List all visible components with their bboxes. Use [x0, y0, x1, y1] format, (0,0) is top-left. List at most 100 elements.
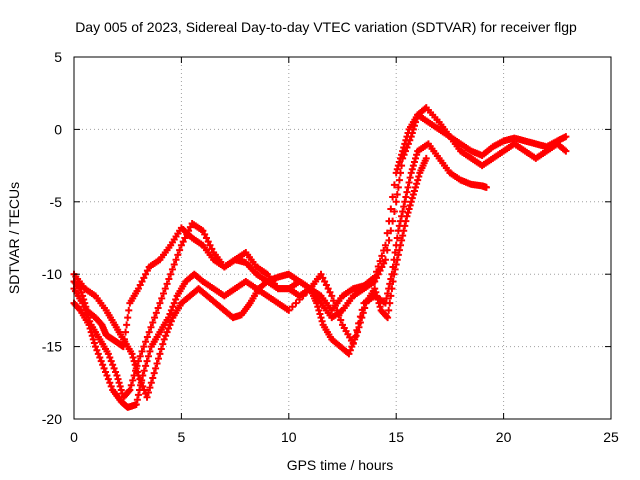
- data-point: [400, 203, 408, 211]
- x-tick-label: 5: [178, 429, 186, 445]
- data-point: [202, 234, 210, 242]
- data-point: [399, 232, 407, 240]
- data-point: [112, 368, 120, 376]
- data-point: [326, 288, 334, 296]
- data-point: [388, 285, 396, 293]
- data-point: [422, 154, 430, 162]
- data-point: [372, 288, 380, 296]
- data-point: [395, 246, 403, 254]
- y-tick-label: -15: [42, 339, 62, 355]
- data-point: [154, 304, 162, 312]
- data-point: [409, 125, 417, 133]
- data-point: [176, 246, 184, 254]
- data-point: [79, 299, 87, 307]
- data-point: [183, 230, 191, 238]
- data-point: [136, 375, 144, 383]
- data-point: [142, 338, 150, 346]
- data-point: [138, 347, 146, 355]
- data-point: [138, 277, 146, 285]
- data-point: [412, 183, 420, 191]
- data-point: [142, 270, 150, 278]
- data-point: [172, 296, 180, 304]
- data-point: [288, 303, 296, 311]
- data-point: [116, 382, 124, 390]
- data-point: [407, 133, 415, 141]
- data-point: [303, 288, 311, 296]
- data-point: [346, 346, 354, 354]
- data-point: [142, 362, 150, 370]
- data-point: [374, 296, 382, 304]
- series-trace-4: [70, 154, 430, 401]
- data-point: [85, 321, 93, 329]
- data-point: [371, 285, 379, 293]
- data-point: [87, 328, 95, 336]
- data-point: [103, 372, 111, 380]
- data-point: [337, 316, 345, 324]
- data-point: [383, 294, 391, 302]
- data-point: [415, 172, 423, 180]
- data-point: [160, 335, 168, 343]
- data-point: [482, 183, 490, 191]
- data-point: [376, 303, 384, 311]
- data-point: [392, 261, 400, 269]
- data-point: [126, 386, 134, 394]
- data-point: [75, 305, 83, 313]
- data-point: [401, 198, 409, 206]
- data-point: [348, 343, 356, 351]
- data-point: [149, 374, 157, 382]
- data-point: [409, 162, 417, 170]
- data-point: [139, 382, 147, 390]
- data-point: [406, 201, 414, 209]
- data-point: [152, 309, 160, 317]
- data-point: [140, 367, 148, 375]
- data-point: [106, 379, 114, 387]
- data-point: [167, 270, 175, 278]
- data-point: [99, 361, 107, 369]
- data-point: [359, 309, 367, 317]
- x-tick-label: 25: [603, 429, 619, 445]
- data-point: [373, 274, 381, 282]
- x-tick-label: 15: [388, 429, 404, 445]
- data-point: [167, 317, 175, 325]
- data-point: [145, 328, 153, 336]
- data-point: [381, 241, 389, 249]
- x-tick-label: 0: [70, 429, 78, 445]
- data-point: [321, 277, 329, 285]
- x-tick-label: 10: [281, 429, 297, 445]
- data-point: [169, 303, 177, 311]
- data-point: [94, 350, 102, 358]
- data-point: [412, 154, 420, 162]
- data-point: [315, 306, 323, 314]
- data-point: [331, 302, 339, 310]
- data-point: [104, 350, 112, 358]
- data-point: [129, 376, 137, 384]
- x-axis-label: GPS time / hours: [287, 457, 394, 473]
- data-point: [403, 144, 411, 151]
- data-point: [393, 165, 401, 173]
- data-point: [391, 265, 399, 273]
- data-point: [117, 386, 125, 394]
- data-point: [140, 343, 148, 351]
- data-point: [75, 283, 83, 291]
- data-point: [390, 270, 398, 278]
- data-point: [299, 292, 307, 300]
- data-point: [395, 158, 403, 166]
- data-point: [158, 294, 166, 302]
- data-point: [352, 332, 360, 340]
- data-point: [333, 306, 341, 314]
- data-point: [404, 140, 412, 148]
- data-point: [361, 304, 369, 312]
- data-point: [314, 303, 322, 311]
- data-point: [150, 369, 158, 377]
- data-point: [154, 355, 162, 363]
- data-point: [383, 312, 391, 320]
- data-point: [125, 387, 133, 395]
- data-point: [410, 187, 418, 195]
- data-point: [399, 207, 407, 215]
- data-point: [335, 311, 343, 319]
- data-point: [137, 379, 145, 387]
- data-point: [152, 364, 160, 372]
- data-point: [113, 372, 121, 380]
- data-point: [374, 270, 382, 278]
